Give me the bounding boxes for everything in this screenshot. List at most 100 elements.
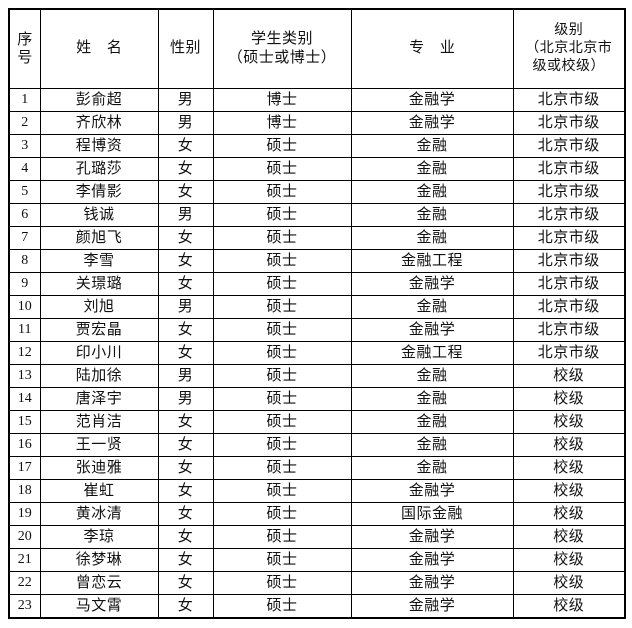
cell-major: 金融 xyxy=(350,433,514,457)
cell-gender: 女 xyxy=(157,594,214,619)
cell-type: 硕士 xyxy=(212,203,352,227)
cell-major: 金融学 xyxy=(350,548,514,572)
cell-major: 金融学 xyxy=(350,525,514,549)
cell-type: 硕士 xyxy=(212,456,352,480)
table-row: 7 颜旭飞女硕士 金融 北京市级 xyxy=(8,226,626,250)
cell-major: 金融学 xyxy=(350,111,514,135)
table-row: 6 钱诚男硕士 金融 北京市级 xyxy=(8,203,626,227)
cell-major: 金融 xyxy=(350,364,514,388)
table-row: 17 张迪雅女硕士 金融 校级 xyxy=(8,456,626,480)
table-header: 序号 姓 名 性别 学生类别 （硕士或博士） 专 业 级别 （北京北京市 级或校级） xyxy=(8,8,626,89)
column-header-level: 级别 （北京北京市 级或校级） xyxy=(512,8,626,89)
cell-gender: 女 xyxy=(157,479,214,503)
column-header-major-line-1: 专 业 xyxy=(409,40,461,57)
cell-type: 硕士 xyxy=(212,226,352,250)
cell-gender: 女 xyxy=(157,525,214,549)
cell-seq: 8 xyxy=(8,249,41,273)
table-row: 9 关璟璐女硕士 金融学 北京市级 xyxy=(8,272,626,296)
cell-name: 黄冰清 xyxy=(39,502,159,526)
cell-type: 硕士 xyxy=(212,318,352,342)
cell-major: 金融学 xyxy=(350,88,514,112)
column-header-level-line-1: 级别 xyxy=(554,22,584,38)
cell-type: 硕士 xyxy=(212,548,352,572)
table-row: 22 曾恋云女硕士 金融学 校级 xyxy=(8,571,626,595)
cell-gender: 男 xyxy=(157,88,214,112)
cell-level: 北京市级 xyxy=(512,111,626,135)
column-header-gender-line-1: 性别 xyxy=(169,40,201,57)
table-row: 4 孔璐莎女硕士 金融 北京市级 xyxy=(8,157,626,181)
cell-seq: 22 xyxy=(8,571,41,595)
cell-type: 硕士 xyxy=(212,387,352,411)
cell-name: 陆加徐 xyxy=(39,364,159,388)
cell-major: 金融学 xyxy=(350,571,514,595)
cell-name: 李雪 xyxy=(39,249,159,273)
column-header-seq: 序号 xyxy=(8,8,41,89)
cell-seq: 2 xyxy=(8,111,41,135)
cell-level: 校级 xyxy=(512,364,626,388)
cell-level: 北京市级 xyxy=(512,88,626,112)
column-header-seq-line-1: 序 xyxy=(17,31,33,48)
cell-gender: 女 xyxy=(157,341,214,365)
cell-level: 北京市级 xyxy=(512,134,626,158)
cell-seq: 3 xyxy=(8,134,41,158)
cell-name: 李倩影 xyxy=(39,180,159,204)
table-row: 16 王一贤女硕士 金融 校级 xyxy=(8,433,626,457)
cell-level: 北京市级 xyxy=(512,318,626,342)
cell-level: 北京市级 xyxy=(512,272,626,296)
cell-type: 硕士 xyxy=(212,594,352,619)
student-award-table-container: 序号 姓 名 性别 学生类别 （硕士或博士） 专 业 级别 （北京北京市 级或校级） … xyxy=(8,8,626,619)
cell-name: 曾恋云 xyxy=(39,571,159,595)
cell-gender: 男 xyxy=(157,111,214,135)
cell-level: 北京市级 xyxy=(512,203,626,227)
cell-major: 金融学 xyxy=(350,318,514,342)
cell-name: 徐梦琳 xyxy=(39,548,159,572)
cell-seq: 16 xyxy=(8,433,41,457)
cell-gender: 女 xyxy=(157,226,214,250)
cell-level: 校级 xyxy=(512,456,626,480)
cell-seq: 21 xyxy=(8,548,41,572)
cell-gender: 男 xyxy=(157,364,214,388)
column-header-name: 姓 名 xyxy=(39,8,159,89)
table-row: 8 李雪女硕士 金融工程 北京市级 xyxy=(8,249,626,273)
cell-seq: 1 xyxy=(8,88,41,112)
cell-gender: 男 xyxy=(157,295,214,319)
column-header-type-line-2: （硕士或博士） xyxy=(227,50,337,66)
table-row: 23 马文霄女硕士 金融学 校级 xyxy=(8,594,626,619)
cell-major: 金融 xyxy=(350,456,514,480)
cell-name: 唐泽宇 xyxy=(39,387,159,411)
table-row: 10 刘旭男硕士 金融 北京市级 xyxy=(8,295,626,319)
table-body: 1 彭俞超男博士 金融学 北京市级 2 齐欣林男博士 金融学 北京市级 3 程博资女硕士 金融 北京市… xyxy=(8,88,626,619)
cell-seq: 6 xyxy=(8,203,41,227)
cell-level: 校级 xyxy=(512,502,626,526)
cell-type: 硕士 xyxy=(212,157,352,181)
column-header-level-line-3: 级或校级） xyxy=(532,59,605,75)
cell-name: 刘旭 xyxy=(39,295,159,319)
cell-gender: 女 xyxy=(157,502,214,526)
column-header-name-line-1: 姓 名 xyxy=(76,40,128,57)
cell-seq: 10 xyxy=(8,295,41,319)
cell-type: 硕士 xyxy=(212,433,352,457)
table-row: 19 黄冰清女硕士 国际金融 校级 xyxy=(8,502,626,526)
cell-major: 金融 xyxy=(350,134,514,158)
cell-type: 博士 xyxy=(212,88,352,112)
column-header-level-line-2: （北京北京市 xyxy=(525,40,613,56)
cell-seq: 13 xyxy=(8,364,41,388)
cell-gender: 女 xyxy=(157,456,214,480)
cell-gender: 女 xyxy=(157,180,214,204)
cell-name: 孔璐莎 xyxy=(39,157,159,181)
cell-name: 印小川 xyxy=(39,341,159,365)
cell-level: 北京市级 xyxy=(512,295,626,319)
cell-seq: 12 xyxy=(8,341,41,365)
cell-seq: 9 xyxy=(8,272,41,296)
cell-type: 硕士 xyxy=(212,410,352,434)
table-row: 20 李琼女硕士 金融学 校级 xyxy=(8,525,626,549)
cell-major: 金融学 xyxy=(350,272,514,296)
cell-major: 金融 xyxy=(350,180,514,204)
column-header-type: 学生类别 （硕士或博士） xyxy=(212,8,352,89)
cell-name: 钱诚 xyxy=(39,203,159,227)
cell-gender: 女 xyxy=(157,571,214,595)
cell-gender: 男 xyxy=(157,203,214,227)
cell-major: 金融 xyxy=(350,226,514,250)
table-row: 14 唐泽宇男硕士 金融 校级 xyxy=(8,387,626,411)
cell-type: 硕士 xyxy=(212,502,352,526)
